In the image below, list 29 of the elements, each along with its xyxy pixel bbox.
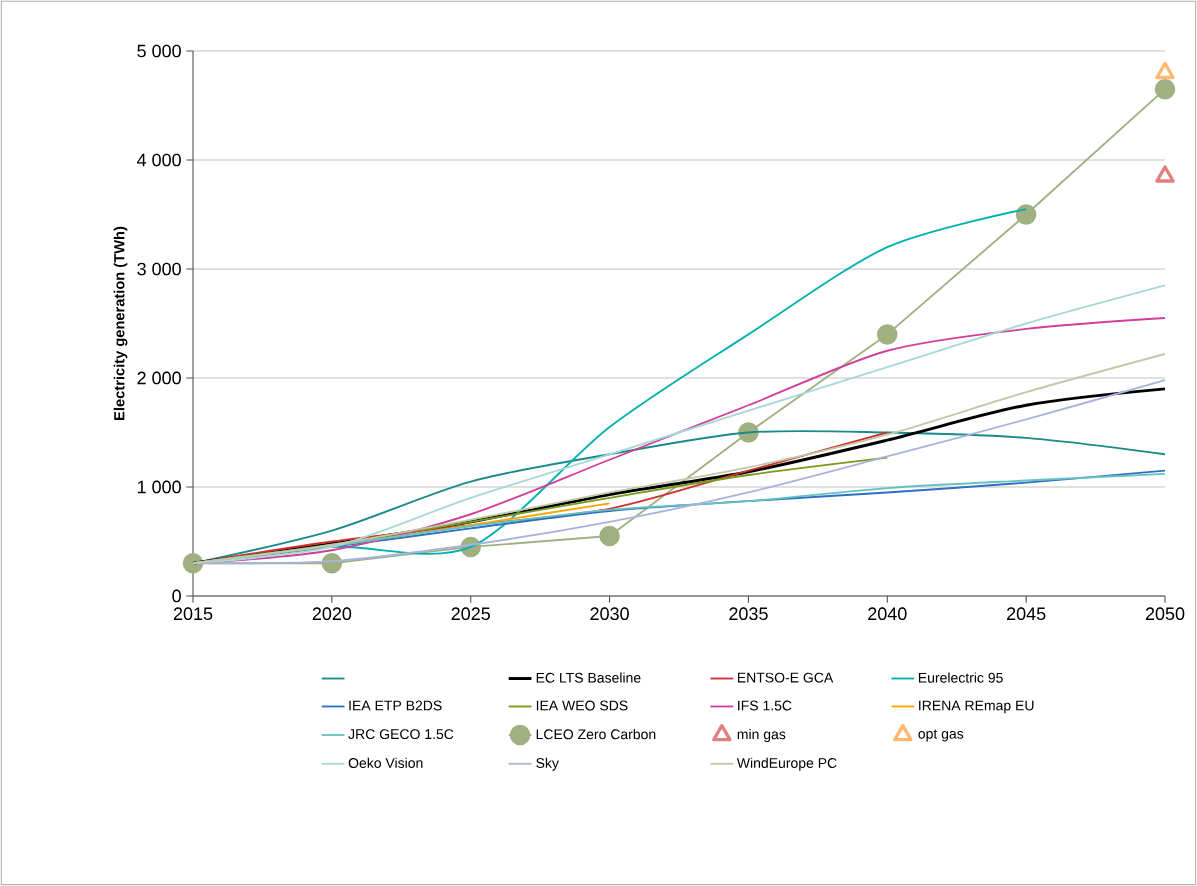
legend-label: Sky	[536, 757, 559, 771]
y-axis-title: Electricity generation (TWh)	[113, 226, 128, 420]
y-tick-label: 2 000	[137, 371, 181, 385]
legend-label: IEA WEO SDS	[536, 700, 628, 711]
legend-label: Oeko Vision	[348, 757, 423, 768]
y-tick-label: 3 000	[137, 262, 181, 276]
y-tick-label: 4 000	[137, 153, 181, 167]
legend-label: ENTSO-E GCA	[737, 672, 834, 683]
x-tick-label: 2050	[1145, 607, 1185, 621]
legend-label: IRENA REmap EU	[919, 700, 1034, 714]
legend-label: LCEO Zero Carbon	[536, 728, 656, 740]
x-tick-label: 2030	[590, 607, 629, 621]
legend-label: Eurelectric 95	[918, 672, 1003, 683]
legend-label: WindEurope PC	[736, 757, 837, 771]
legend-label: JRC GECO 1.5C	[348, 729, 454, 740]
x-tick-label: 2025	[451, 607, 490, 621]
legend-label: IFS 1.5C	[738, 700, 792, 711]
y-tick-label: 1 000	[137, 480, 181, 494]
x-tick-label: 2040	[868, 607, 907, 621]
x-tick-label: 2020	[312, 607, 352, 621]
legend-label: opt gas	[918, 729, 964, 742]
y-tick-label: 0	[172, 589, 181, 603]
legend-label: EC LTS Baseline	[536, 672, 641, 683]
x-tick-label: 2045	[1007, 607, 1046, 621]
legend-label: IEA ETP B2DS	[349, 700, 442, 711]
legend-label: min gas	[737, 728, 786, 743]
y-tick-label: 5 000	[137, 44, 181, 58]
x-tick-label: 2015	[173, 607, 213, 621]
x-tick-label: 2035	[729, 607, 768, 621]
